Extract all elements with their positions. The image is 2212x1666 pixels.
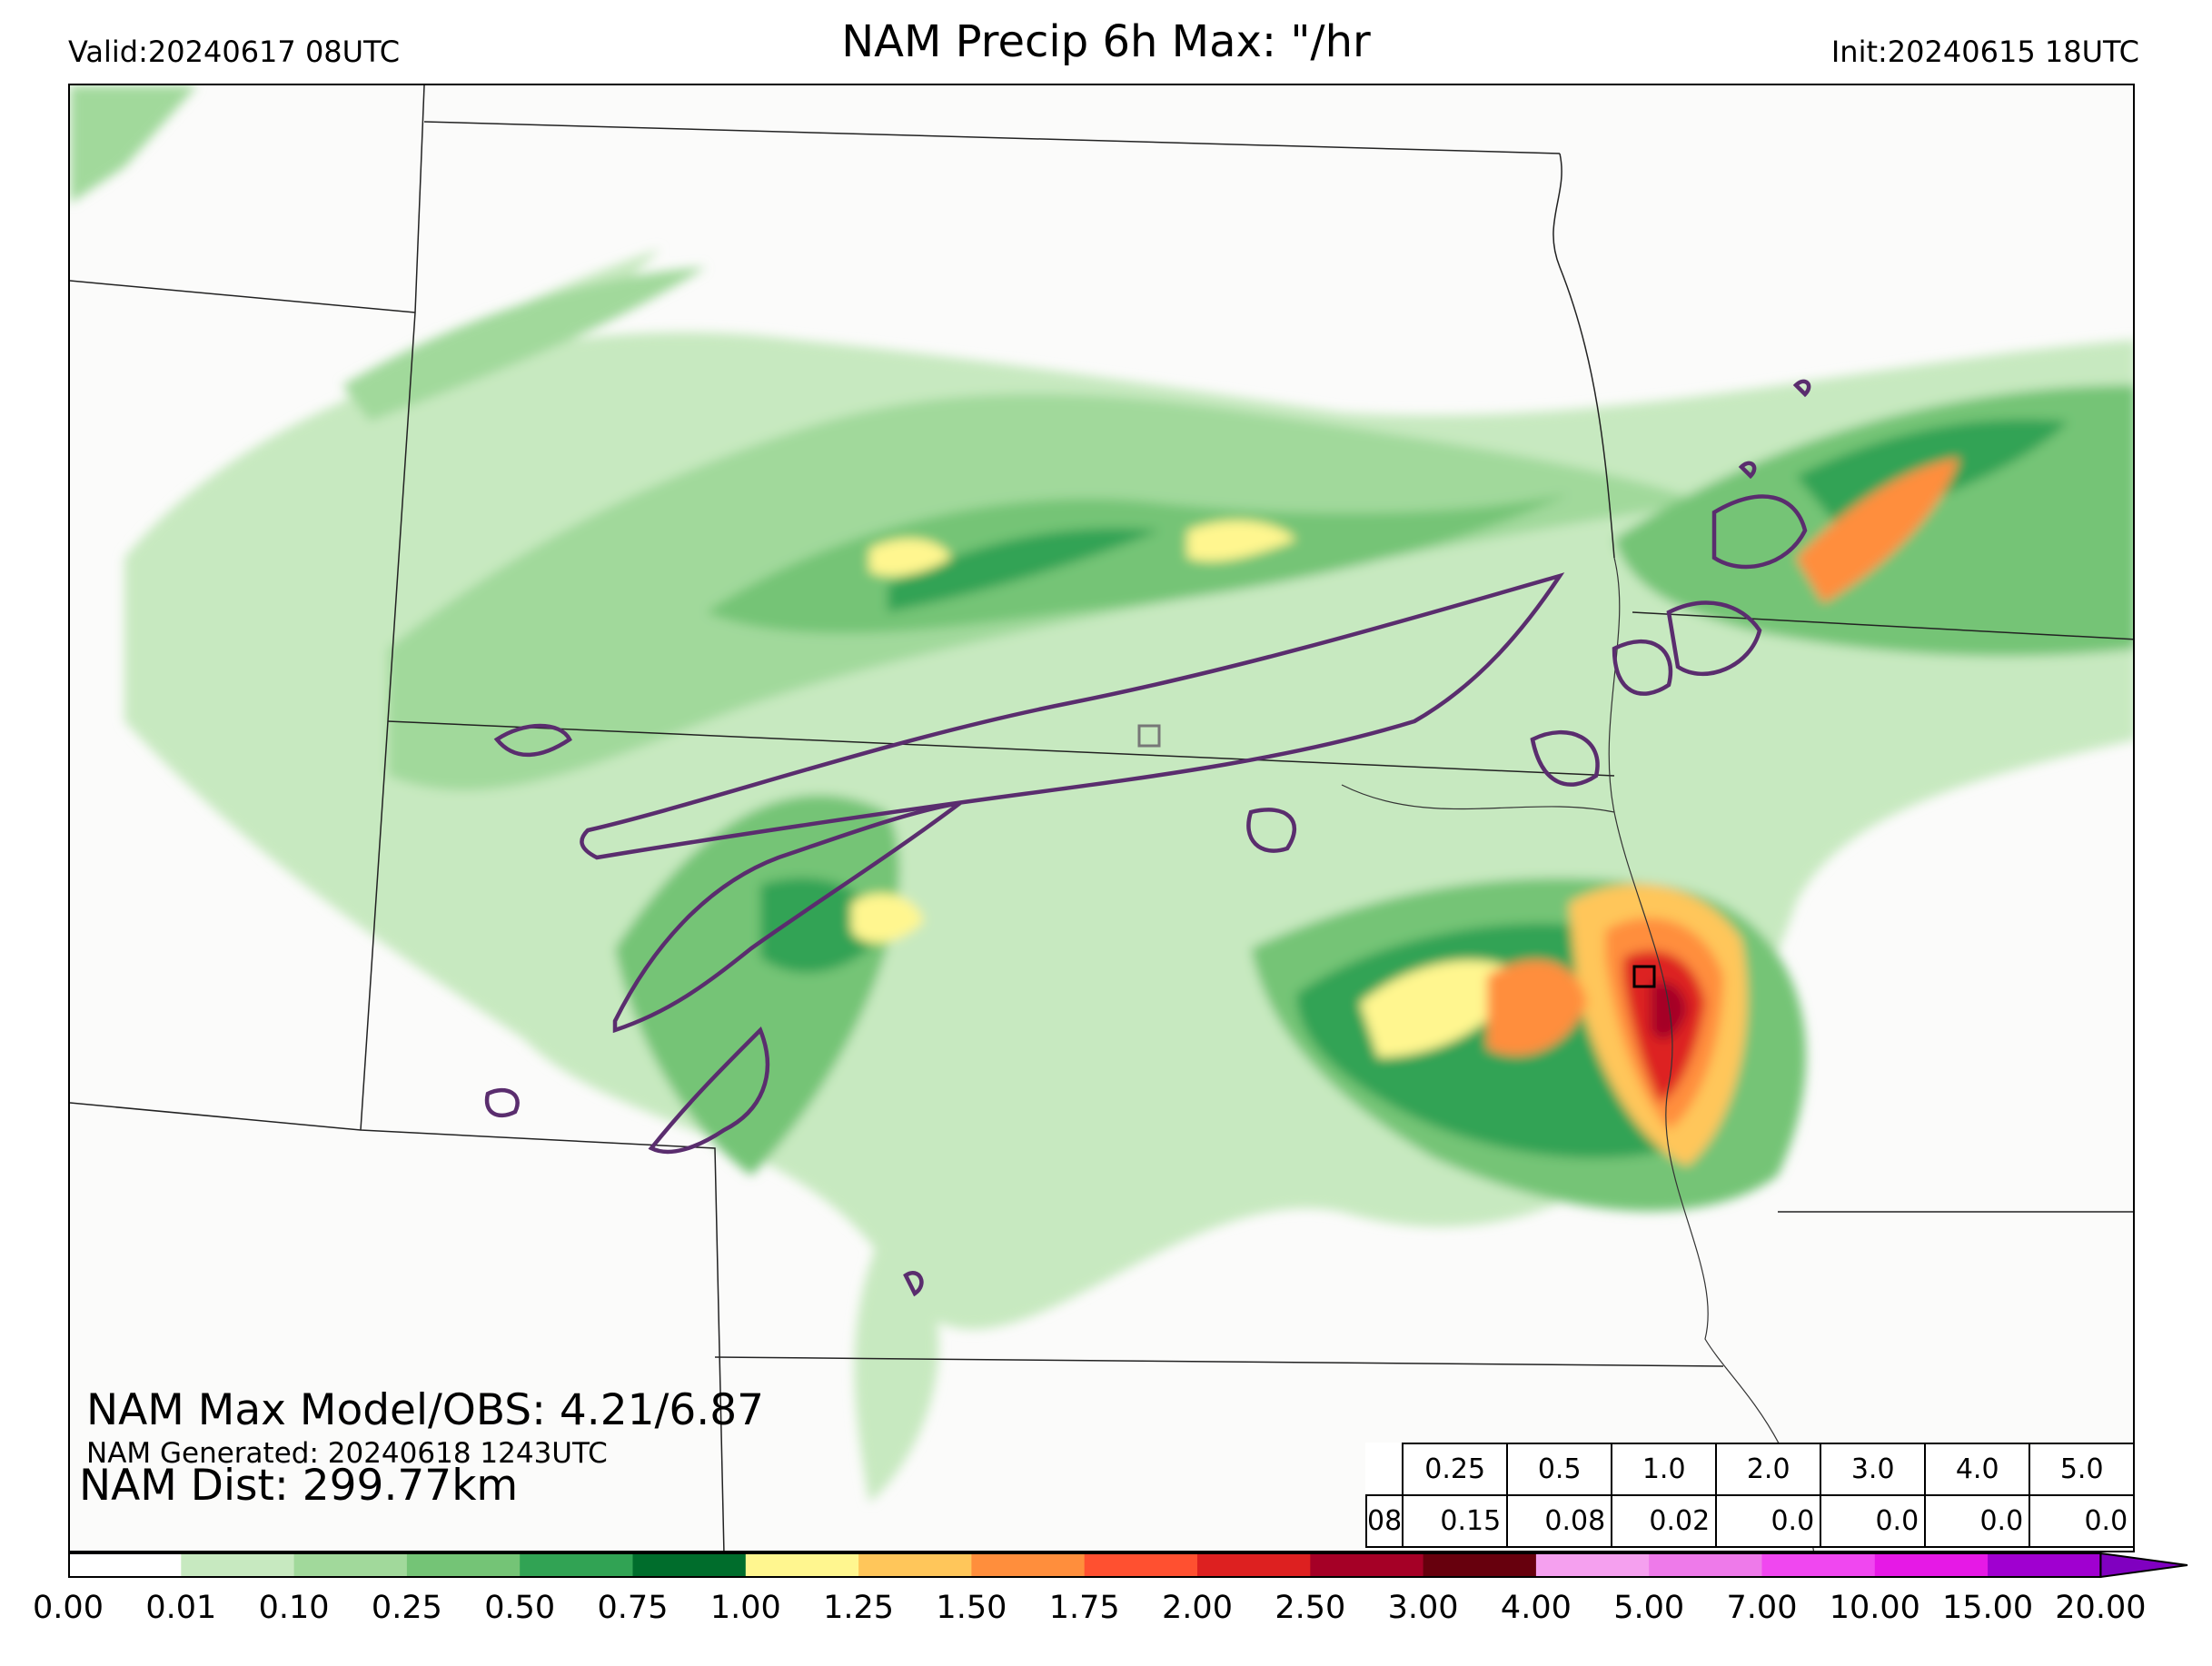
hour-cell: 08 bbox=[1364, 1494, 1404, 1548]
colorbar-tick-label: 3.00 bbox=[1387, 1590, 1459, 1626]
colorbar-segment bbox=[1874, 1553, 1989, 1577]
colorbar-tick-label: 20.00 bbox=[2055, 1590, 2147, 1626]
colorbar-segment bbox=[745, 1553, 859, 1577]
threshold-cell: 2.0 bbox=[1715, 1443, 1822, 1496]
max-model-obs: NAM Max Model/OBS: 4.21/6.87 bbox=[86, 1385, 765, 1435]
colorbar-tick-label: 0.00 bbox=[33, 1590, 104, 1626]
colorbar-tick-label: 1.50 bbox=[936, 1590, 1007, 1626]
precip-map-canvas bbox=[70, 85, 2133, 1551]
location-markers bbox=[1137, 724, 1656, 988]
colorbar-segment bbox=[181, 1553, 295, 1577]
map-title: NAM Precip 6h Max: "/hr bbox=[841, 16, 1371, 67]
state-borders bbox=[70, 85, 2133, 1551]
colorbar-segment bbox=[520, 1553, 633, 1577]
colorbar-tick-label: 5.00 bbox=[1613, 1590, 1685, 1626]
colorbar-segment bbox=[971, 1553, 1086, 1577]
colorbar-tick-label: 10.00 bbox=[1829, 1590, 1920, 1626]
colorbar-tick-label: 2.50 bbox=[1275, 1590, 1346, 1626]
observed-contours bbox=[484, 379, 1811, 1297]
score-cell: 0.0 bbox=[1820, 1494, 1927, 1548]
generated-time: NAM Generated: 20240618 1243UTC bbox=[86, 1437, 608, 1470]
colorbar-extend-arrow bbox=[2099, 1552, 2188, 1579]
threshold-cell: 5.0 bbox=[2028, 1443, 2136, 1496]
precip-map[interactable] bbox=[68, 84, 2135, 1552]
colorbar-segment bbox=[1084, 1553, 1198, 1577]
colorbar-tick-label: 0.25 bbox=[371, 1590, 442, 1626]
colorbar-tick-labels: 0.00 0.01 0.10 0.25 0.50 0.75 1.00 1.25 1.50 1.75… bbox=[0, 1590, 2212, 1635]
score-cell: 0.08 bbox=[1506, 1494, 1613, 1548]
precip-colorbar bbox=[68, 1552, 2188, 1579]
colorbar-segment bbox=[293, 1553, 408, 1577]
threshold-score-table: 0.25 0.5 1.0 2.0 3.0 4.0 5.0 08 0.15 0.0… bbox=[1364, 1443, 2136, 1548]
colorbar-segment bbox=[1423, 1553, 1537, 1577]
colorbar-segment bbox=[1535, 1553, 1650, 1577]
score-cell: 0.0 bbox=[1715, 1494, 1822, 1548]
rivers bbox=[1341, 557, 1814, 1551]
colorbar-tick-label: 7.00 bbox=[1726, 1590, 1798, 1626]
threshold-cell: 4.0 bbox=[1924, 1443, 2031, 1496]
colorbar-tick-label: 1.25 bbox=[823, 1590, 895, 1626]
colorbar-segment bbox=[858, 1553, 972, 1577]
valid-time: Valid:20240617 08UTC bbox=[68, 35, 401, 69]
score-cell: 0.15 bbox=[1402, 1494, 1509, 1548]
precip-fields bbox=[70, 85, 2133, 1502]
score-cell: 0.02 bbox=[1611, 1494, 1718, 1548]
colorbar-segment bbox=[68, 1553, 182, 1577]
colorbar-tick-label: 1.75 bbox=[1048, 1590, 1120, 1626]
colorbar-tick-label: 2.00 bbox=[1162, 1590, 1233, 1626]
threshold-cell: 0.5 bbox=[1506, 1443, 1613, 1496]
score-cell: 0.0 bbox=[1924, 1494, 2031, 1548]
colorbar-segment bbox=[632, 1553, 747, 1577]
colorbar-segment bbox=[1988, 1553, 2101, 1577]
colorbar-tick-label: 4.00 bbox=[1500, 1590, 1572, 1626]
colorbar-tick-label: 0.50 bbox=[484, 1590, 556, 1626]
score-cell: 0.0 bbox=[2028, 1494, 2136, 1548]
colorbar-tick-label: 0.75 bbox=[597, 1590, 669, 1626]
threshold-cell: 0.25 bbox=[1402, 1443, 1509, 1496]
score-row: 08 0.15 0.08 0.02 0.0 0.0 0.0 0.0 bbox=[1364, 1494, 2136, 1548]
colorbar-outline bbox=[68, 1552, 2102, 1578]
model-distance: NAM Dist: 299.77km bbox=[79, 1461, 519, 1511]
colorbar-segment bbox=[1197, 1553, 1311, 1577]
colorbar-tick-label: 0.01 bbox=[145, 1590, 217, 1626]
colorbar-tick-label: 15.00 bbox=[1941, 1590, 2034, 1626]
colorbar-segment bbox=[406, 1553, 521, 1577]
colorbar-tick-label: 0.10 bbox=[258, 1590, 330, 1626]
colorbar-segment bbox=[1310, 1553, 1424, 1577]
threshold-cell: 3.0 bbox=[1820, 1443, 1927, 1496]
init-time: Init:20240615 18UTC bbox=[1830, 35, 2139, 69]
colorbar-tick-label: 1.00 bbox=[709, 1590, 781, 1626]
colorbar-segment bbox=[1761, 1553, 1876, 1577]
colorbar-segment bbox=[1649, 1553, 1762, 1577]
threshold-row: 0.25 0.5 1.0 2.0 3.0 4.0 5.0 bbox=[1366, 1443, 2136, 1496]
threshold-cell: 1.0 bbox=[1611, 1443, 1718, 1496]
